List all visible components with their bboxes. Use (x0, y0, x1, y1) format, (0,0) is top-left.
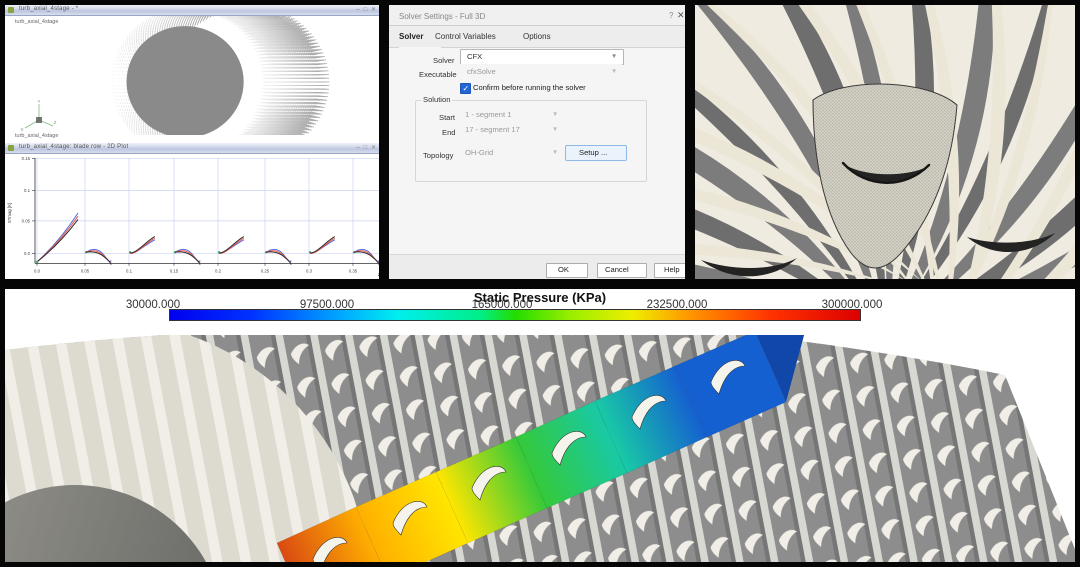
svg-text:X: X (20, 127, 23, 132)
svg-text:0.1: 0.1 (24, 188, 31, 193)
svg-text:0.25: 0.25 (261, 268, 270, 273)
svg-text:0.1: 0.1 (126, 268, 133, 273)
svg-text:0.3: 0.3 (306, 268, 313, 273)
svg-text:0.0: 0.0 (34, 268, 41, 273)
svg-text:0.05: 0.05 (22, 218, 31, 223)
svg-text:STmag [K]: STmag [K] (7, 203, 12, 223)
svg-text:Z [m]: Z [m] (378, 272, 379, 277)
svg-text:0.05: 0.05 (81, 268, 90, 273)
svg-text:0.15: 0.15 (22, 156, 31, 161)
svg-text:0.35: 0.35 (349, 268, 358, 273)
svg-text:Y: Y (37, 100, 40, 104)
svg-text:0.15: 0.15 (170, 268, 179, 273)
svg-text:0.2: 0.2 (215, 268, 222, 273)
svg-text:0.0: 0.0 (24, 251, 31, 256)
svg-text:Z: Z (54, 120, 57, 125)
